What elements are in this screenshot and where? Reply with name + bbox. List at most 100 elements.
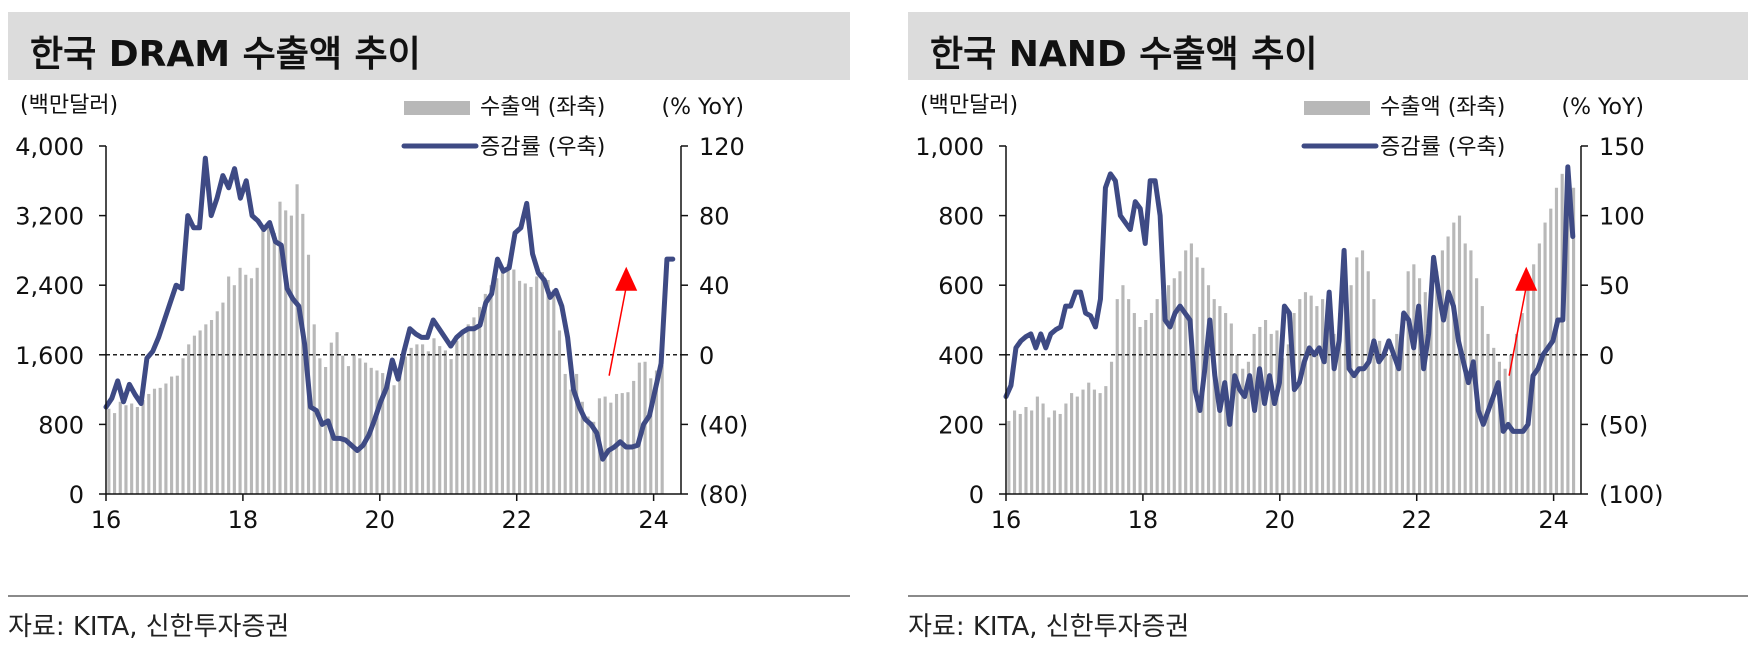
left-tick-label: 1,000: [915, 133, 984, 161]
dram-chart-plot: (백만달러) (% YoY)수출액 (좌축)증감률 (우축)08001,6002,…: [15, 93, 748, 534]
bar-mark: [1258, 326, 1262, 494]
bar-mark: [232, 285, 236, 494]
bar-mark: [523, 283, 527, 494]
bar-mark: [135, 407, 139, 494]
bar-mark: [1349, 285, 1353, 494]
right-tick-label: 40: [699, 272, 730, 300]
bar-mark: [455, 340, 459, 494]
bar-mark: [1440, 250, 1444, 494]
bar-mark: [546, 279, 550, 494]
bar-mark: [660, 365, 664, 494]
bar-mark: [158, 387, 162, 494]
bar-mark: [352, 354, 356, 494]
bar-mark: [557, 330, 562, 494]
bar-mark: [215, 311, 219, 494]
bar-mark: [1514, 333, 1519, 494]
bar-mark: [1115, 299, 1119, 494]
bar-mark: [1526, 285, 1530, 494]
bar-mark: [1098, 393, 1102, 494]
bar-mark: [1035, 396, 1039, 494]
bar-mark: [112, 413, 117, 494]
bar-mark: [1212, 299, 1216, 494]
bar-mark: [1075, 396, 1079, 494]
bar-mark: [1298, 299, 1302, 494]
bar-mark: [1024, 407, 1028, 494]
bar-mark: [1235, 354, 1239, 494]
legend-bar-swatch: [1304, 101, 1370, 115]
bar-mark: [1109, 361, 1114, 494]
bar-mark: [187, 344, 191, 494]
bar-mark: [1497, 361, 1501, 494]
bar-mark: [147, 393, 151, 494]
nand-title-bar: 한국 NAND 수출액 추이: [908, 12, 1748, 80]
bar-mark: [301, 213, 305, 495]
bar-mark: [181, 358, 185, 494]
right-tick-label: (40): [699, 411, 748, 439]
x-tick-label: 20: [365, 506, 396, 534]
bar-mark: [1007, 420, 1011, 494]
left-tick-label: 200: [938, 411, 984, 439]
bar-mark: [1315, 306, 1319, 494]
bar-mark: [443, 350, 447, 494]
bar-mark: [375, 370, 379, 494]
right-tick-label: 0: [1599, 342, 1614, 370]
bar-mark: [529, 286, 533, 494]
bar-mark: [1167, 285, 1171, 494]
nand-chart-title: 한국 NAND 수출액 추이: [930, 34, 1318, 75]
bar-mark: [1092, 389, 1096, 494]
bar-mark: [392, 385, 396, 494]
bar-mark: [552, 289, 556, 494]
x-tick-label: 22: [1401, 506, 1432, 534]
bar-mark: [1412, 264, 1416, 494]
bar-mark: [170, 376, 174, 494]
bar-mark: [284, 210, 288, 494]
bar-mark: [512, 269, 516, 494]
bar-mark: [1520, 313, 1524, 494]
bar-mark: [164, 383, 168, 494]
bar-mark: [1184, 250, 1188, 494]
bar-mark: [1275, 330, 1279, 494]
rebound-arrow-head: [615, 266, 638, 291]
bar-mark: [346, 366, 351, 494]
bar-mark: [649, 378, 653, 494]
rebound-arrow-shaft: [1508, 286, 1527, 376]
bar-mark: [1047, 417, 1051, 494]
bar-mark: [495, 278, 499, 494]
left-tick-label: 1,600: [15, 342, 84, 370]
dram-bottom-divider: [8, 595, 850, 597]
bar-mark: [1121, 285, 1125, 494]
bar-mark: [586, 416, 590, 494]
bar-mark: [363, 362, 368, 494]
rebound-arrow-head: [1515, 266, 1538, 291]
bar-mark: [1241, 368, 1245, 494]
bar-mark: [478, 306, 482, 494]
bar-mark: [1269, 333, 1273, 494]
bar-mark: [192, 335, 196, 494]
left-tick-label: 600: [938, 272, 984, 300]
legend-line-label: 증감률 (우축): [1380, 135, 1505, 160]
bar-mark: [130, 403, 134, 494]
bar-mark: [1012, 410, 1017, 494]
bar-mark: [1058, 413, 1062, 494]
bar-mark: [1332, 333, 1336, 494]
bar-mark: [1435, 271, 1439, 494]
bar-mark: [535, 276, 539, 494]
left-axis-unit: (백만달러): [920, 93, 1018, 118]
bar-mark: [1366, 271, 1370, 494]
x-tick-label: 18: [228, 506, 259, 534]
bar-mark: [415, 344, 419, 494]
bar-mark: [1104, 386, 1108, 494]
bar-mark: [466, 324, 470, 494]
bar-mark: [221, 302, 225, 494]
bar-mark: [483, 293, 487, 494]
bar-mark: [1127, 299, 1131, 494]
bar-mark: [426, 351, 430, 494]
bar-mark: [1144, 320, 1148, 494]
left-tick-label: 4,000: [15, 133, 84, 161]
bar-mark: [1138, 326, 1142, 494]
bar-mark: [1149, 313, 1154, 494]
bar-mark: [1087, 382, 1091, 494]
bar-mark: [209, 320, 214, 494]
bar-mark: [518, 280, 522, 494]
bar-mark: [1360, 250, 1365, 494]
